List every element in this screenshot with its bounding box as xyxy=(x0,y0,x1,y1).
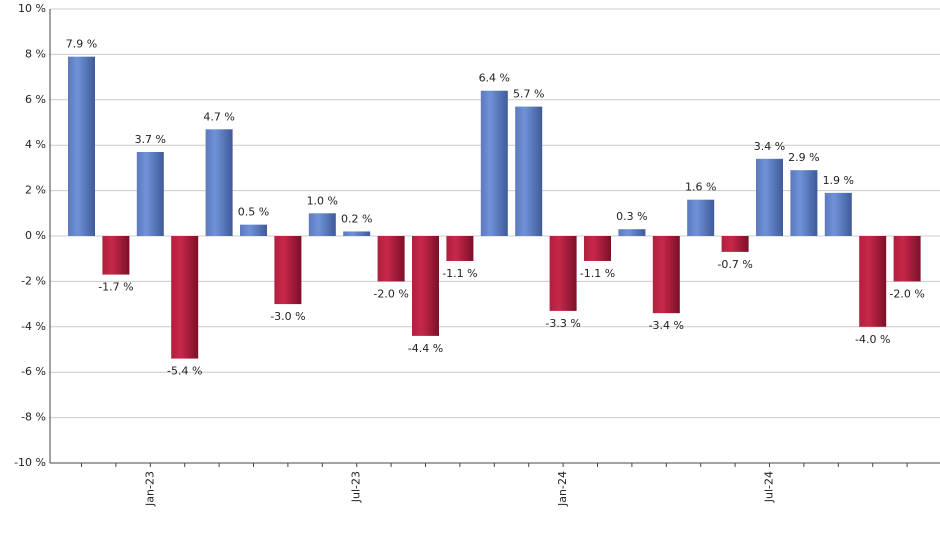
y-tick-label: 8 % xyxy=(25,47,46,60)
value-label: -1.7 % xyxy=(98,281,133,294)
value-label: 0.5 % xyxy=(238,206,269,219)
bar xyxy=(240,224,267,236)
value-label: 0.3 % xyxy=(616,210,647,223)
bar xyxy=(893,236,921,282)
bar xyxy=(790,170,818,236)
value-label: 3.4 % xyxy=(754,140,785,153)
y-tick-label: 10 % xyxy=(18,2,46,15)
value-label: 1.6 % xyxy=(685,181,716,194)
y-tick-label: 4 % xyxy=(25,138,46,151)
y-tick-label: 6 % xyxy=(25,93,46,106)
value-label: -3.4 % xyxy=(649,319,684,332)
bar xyxy=(343,231,371,236)
value-label: 6.4 % xyxy=(479,72,510,85)
value-label: -5.4 % xyxy=(167,365,202,378)
y-tick-label: -2 % xyxy=(21,274,46,287)
bar xyxy=(549,236,577,311)
y-tick-label: -8 % xyxy=(21,411,46,424)
y-tick-label: 2 % xyxy=(25,184,46,197)
value-label: -2.0 % xyxy=(889,287,924,300)
bar xyxy=(308,213,336,236)
bar xyxy=(515,106,543,236)
bar xyxy=(446,236,474,261)
x-tick-label: Jan-23 xyxy=(143,471,156,507)
value-label: -3.0 % xyxy=(270,310,305,323)
bar xyxy=(756,158,783,236)
bar xyxy=(687,199,715,236)
x-tick-label: Jul-24 xyxy=(763,471,776,503)
y-tick-label: 0 % xyxy=(25,229,46,242)
bar xyxy=(859,236,887,327)
x-tick-label: Jan-24 xyxy=(556,471,569,507)
bar xyxy=(205,129,233,236)
bar xyxy=(412,236,439,336)
bar xyxy=(68,56,95,236)
bar xyxy=(377,236,405,282)
y-tick-label: -6 % xyxy=(21,365,46,378)
bar xyxy=(136,152,164,236)
bar xyxy=(480,90,508,236)
bar xyxy=(274,236,302,305)
value-label: -1.1 % xyxy=(580,267,615,280)
value-label: -4.0 % xyxy=(855,333,890,346)
x-tick-label: Jul-23 xyxy=(350,471,363,503)
bar xyxy=(652,236,680,314)
value-label: -4.4 % xyxy=(408,342,443,355)
y-tick-label: -10 % xyxy=(14,456,46,469)
value-label: 0.2 % xyxy=(341,212,372,225)
value-label: 2.9 % xyxy=(788,151,819,164)
value-label: 7.9 % xyxy=(66,38,97,51)
value-label: -1.1 % xyxy=(442,267,477,280)
value-label: -2.0 % xyxy=(373,287,408,300)
value-label: -0.7 % xyxy=(717,258,752,271)
bar xyxy=(102,236,130,275)
bar xyxy=(618,229,646,236)
bar xyxy=(171,236,199,359)
value-label: 5.7 % xyxy=(513,88,544,101)
bar xyxy=(584,236,611,261)
bar xyxy=(824,192,852,236)
y-tick-label: -4 % xyxy=(21,320,46,333)
value-label: 3.7 % xyxy=(135,133,166,146)
bar xyxy=(721,236,749,252)
value-label: 4.7 % xyxy=(203,110,234,123)
value-label: -3.3 % xyxy=(545,317,580,330)
value-label: 1.0 % xyxy=(307,194,338,207)
value-label: 1.9 % xyxy=(823,174,854,187)
